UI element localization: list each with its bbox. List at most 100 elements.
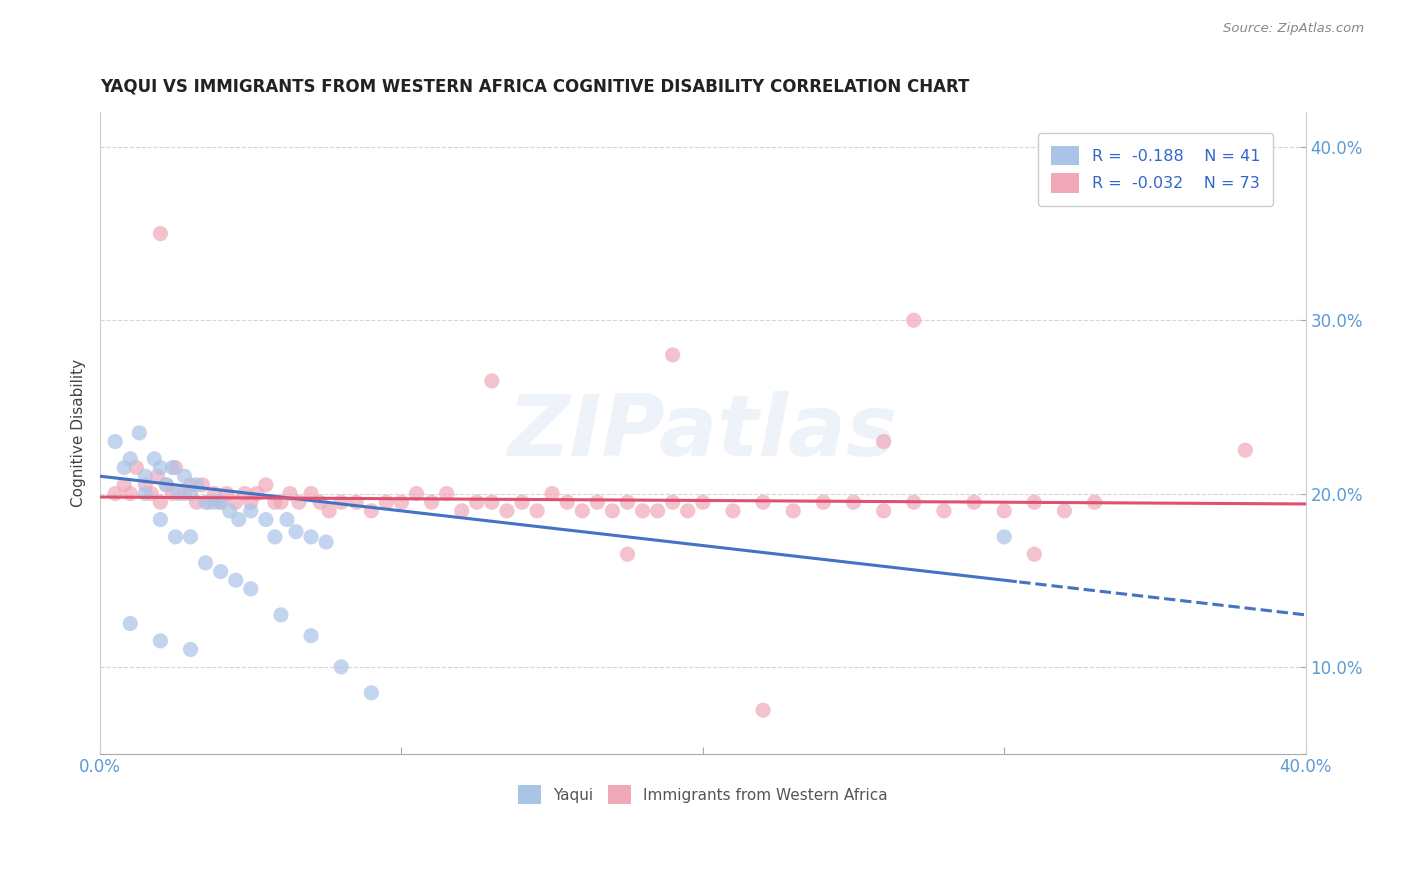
Point <box>1084 495 1107 509</box>
Point <box>1024 547 1046 561</box>
Point <box>239 504 262 518</box>
Point <box>209 495 232 509</box>
Point <box>993 530 1015 544</box>
Point <box>155 478 177 492</box>
Point <box>204 495 226 509</box>
Point <box>436 486 458 500</box>
Point <box>180 530 202 544</box>
Point <box>225 495 247 509</box>
Point <box>903 495 925 509</box>
Point <box>143 451 166 466</box>
Point <box>586 495 609 509</box>
Point <box>360 504 382 518</box>
Point <box>186 478 208 492</box>
Point <box>276 512 298 526</box>
Point <box>602 504 624 518</box>
Point <box>134 469 156 483</box>
Point <box>932 504 955 518</box>
Point <box>228 512 250 526</box>
Point <box>120 486 142 500</box>
Point <box>288 495 311 509</box>
Point <box>1053 504 1076 518</box>
Point <box>204 486 226 500</box>
Point <box>299 629 322 643</box>
Point <box>481 495 503 509</box>
Point <box>149 633 172 648</box>
Point <box>180 478 202 492</box>
Point <box>104 486 127 500</box>
Point <box>1234 443 1257 458</box>
Point <box>318 504 340 518</box>
Point <box>215 486 238 500</box>
Point <box>120 451 142 466</box>
Point <box>134 486 156 500</box>
Point <box>264 495 287 509</box>
Point <box>194 556 217 570</box>
Point <box>218 504 240 518</box>
Text: YAQUI VS IMMIGRANTS FROM WESTERN AFRICA COGNITIVE DISABILITY CORRELATION CHART: YAQUI VS IMMIGRANTS FROM WESTERN AFRICA … <box>100 78 970 95</box>
Point <box>360 686 382 700</box>
Point <box>233 486 256 500</box>
Point <box>375 495 398 509</box>
Point <box>872 434 894 449</box>
Point <box>149 227 172 241</box>
Point <box>270 607 292 622</box>
Point <box>173 469 195 483</box>
Text: ZIPatlas: ZIPatlas <box>508 392 898 475</box>
Point <box>112 478 135 492</box>
Point <box>510 495 533 509</box>
Point <box>134 478 156 492</box>
Point <box>309 495 332 509</box>
Point <box>616 495 638 509</box>
Point <box>541 486 564 500</box>
Point <box>120 616 142 631</box>
Point <box>165 460 187 475</box>
Legend: Yaqui, Immigrants from Western Africa: Yaqui, Immigrants from Western Africa <box>512 779 894 810</box>
Point <box>963 495 986 509</box>
Point <box>180 642 202 657</box>
Point <box>450 504 472 518</box>
Point <box>239 582 262 596</box>
Point <box>149 495 172 509</box>
Point <box>104 434 127 449</box>
Point <box>173 486 195 500</box>
Point <box>1024 495 1046 509</box>
Point <box>162 486 184 500</box>
Point <box>270 495 292 509</box>
Point <box>330 660 353 674</box>
Point <box>149 460 172 475</box>
Point <box>405 486 427 500</box>
Point <box>647 504 669 518</box>
Point <box>555 495 578 509</box>
Point <box>209 495 232 509</box>
Point <box>112 460 135 475</box>
Point <box>526 504 548 518</box>
Point <box>285 524 308 539</box>
Point <box>481 374 503 388</box>
Point <box>299 530 322 544</box>
Point <box>752 703 775 717</box>
Point <box>676 504 699 518</box>
Point <box>330 495 353 509</box>
Point <box>167 486 190 500</box>
Y-axis label: Cognitive Disability: Cognitive Disability <box>72 359 86 507</box>
Point <box>128 425 150 440</box>
Point <box>162 460 184 475</box>
Point <box>616 547 638 561</box>
Point <box>254 512 277 526</box>
Point <box>721 504 744 518</box>
Point <box>197 495 219 509</box>
Point <box>872 504 894 518</box>
Point <box>141 486 163 500</box>
Point <box>254 478 277 492</box>
Point <box>225 573 247 587</box>
Point <box>264 530 287 544</box>
Point <box>125 460 148 475</box>
Point <box>496 504 519 518</box>
Point <box>391 495 413 509</box>
Point <box>813 495 835 509</box>
Point <box>191 478 214 492</box>
Point <box>155 478 177 492</box>
Point <box>465 495 488 509</box>
Point <box>194 495 217 509</box>
